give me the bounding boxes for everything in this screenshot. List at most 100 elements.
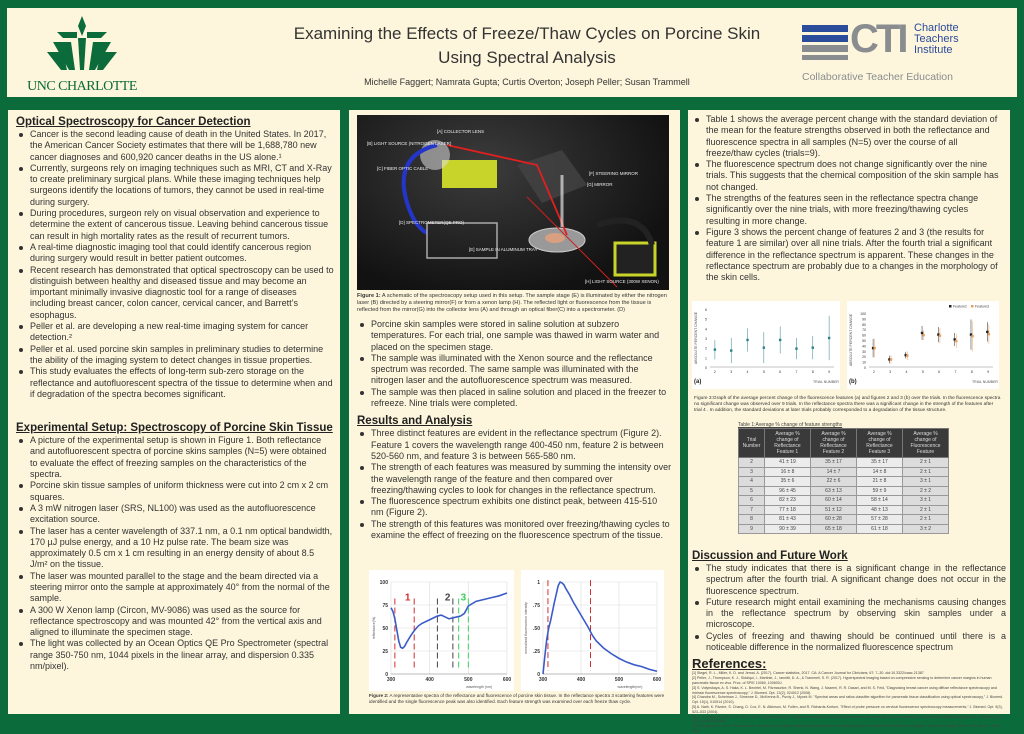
data-point bbox=[795, 347, 798, 350]
data-point bbox=[971, 335, 974, 338]
table-row: 6 82 ± 23 60 ± 14 58 ± 14 3 ± 1 bbox=[738, 495, 949, 506]
cti-tagline: Collaborative Teacher Education bbox=[802, 71, 953, 83]
discussion-section: Discussion and Future Work The study ind… bbox=[692, 550, 1006, 734]
feature-label: 3 bbox=[461, 592, 467, 603]
y-tick-label: 2 bbox=[705, 347, 707, 351]
figure2-caption-text: A representative spectra of the reflecta… bbox=[369, 693, 665, 704]
table-header: Average % change of Reflectance Feature … bbox=[856, 428, 903, 458]
bullet: Cycles of freezing and thawing should be… bbox=[692, 631, 1006, 654]
series-line-reflectance bbox=[390, 592, 508, 650]
bullet: The light was collected by an Ocean Opti… bbox=[16, 638, 334, 672]
bullet: The fluorescence spectrum exhibits one d… bbox=[357, 496, 672, 519]
feature-label: 1 bbox=[405, 592, 411, 603]
bullet: Peller et al. are developing a new real-… bbox=[16, 321, 334, 344]
table-cell: 9 bbox=[738, 523, 765, 534]
unc-logo-text: UNC CHARLOTTE bbox=[27, 79, 137, 94]
bullet: A 3 mW nitrogen laser (SRS, NL100) was u… bbox=[16, 503, 334, 526]
y-axis-label: normalized fluorescence intensity bbox=[524, 602, 528, 654]
data-point bbox=[827, 336, 831, 340]
figure1-label: [B] LIGHT SOURCE (NITROGEN LASER) bbox=[367, 141, 452, 146]
bullet: The laser has a center wavelength of 337… bbox=[16, 526, 334, 571]
feature-label: 2 bbox=[445, 592, 451, 603]
data-point bbox=[920, 331, 924, 335]
cti-name-line: Teachers bbox=[914, 33, 959, 45]
reference-item: [4] Chandra M., Scheiman J., Simeone D.,… bbox=[692, 695, 1004, 705]
section-heading-optical: Optical Spectroscopy for Cancer Detectio… bbox=[16, 116, 251, 128]
table-cell: 81 ± 43 bbox=[764, 514, 811, 525]
table-cell: 14 ± 8 bbox=[856, 466, 903, 477]
unc-crown-icon bbox=[47, 16, 117, 70]
table-cell: 3 bbox=[738, 466, 765, 477]
table-cell: 21 ± 8 bbox=[856, 476, 903, 487]
y-tick-label: 90 bbox=[862, 317, 866, 321]
table-cell: 2 ± 1 bbox=[902, 457, 949, 468]
table-cell: 65 ± 18 bbox=[810, 523, 857, 534]
y-tick-label: 50 bbox=[382, 626, 388, 632]
x-tick-label: 5 bbox=[763, 370, 765, 374]
figure1-caption-label: Figure 1: bbox=[357, 293, 381, 299]
table-header: Average % change of Reflectance Feature … bbox=[810, 428, 857, 458]
bullet: Peller et al. used porcine skin samples … bbox=[16, 344, 334, 367]
bullet: A picture of the experimental setup is s… bbox=[16, 435, 334, 480]
panel-a-label: (a) bbox=[694, 379, 702, 385]
data-point bbox=[762, 346, 766, 349]
table1-title: Table 1:Average % change of feature stre… bbox=[738, 422, 843, 428]
x-tick-label: 4 bbox=[747, 370, 749, 374]
legend-swatch bbox=[949, 305, 952, 308]
x-tick-label: 400 bbox=[577, 677, 586, 683]
table-cell: 57 ± 28 bbox=[856, 514, 903, 525]
y-tick-label: .75 bbox=[533, 603, 540, 609]
poster-header: UNC CHARLOTTE Examining the Effects of F… bbox=[7, 8, 1017, 97]
table-cell: 63 ± 13 bbox=[810, 485, 857, 496]
bullet: Currently, surgeons rely on imaging tech… bbox=[16, 163, 334, 208]
data-point bbox=[937, 333, 940, 336]
table-cell: 5 bbox=[738, 485, 765, 496]
data-point bbox=[938, 334, 942, 337]
y-tick-label: .50 bbox=[533, 626, 540, 632]
discussion-bullets: The study indicates that there is a sign… bbox=[692, 563, 1006, 653]
unc-logo: UNC CHARLOTTE bbox=[27, 14, 137, 94]
x-tick-label: 5 bbox=[922, 370, 924, 374]
bullet: This study evaluates the effects of long… bbox=[16, 366, 334, 400]
x-tick-label: 300 bbox=[539, 677, 548, 683]
x-tick-label: 500 bbox=[464, 677, 473, 683]
table-row: 7 77 ± 18 51 ± 12 48 ± 13 2 ± 1 bbox=[738, 504, 949, 515]
reference-item: [5] A. Nath, K. Rivoire, S. Chang, D. Co… bbox=[692, 704, 1003, 714]
x-tick-label: 9 bbox=[987, 370, 989, 374]
reference-item: [3] S. Volynskaya, A. S. Haka, K. L. Bec… bbox=[692, 685, 997, 695]
figure3-caption: Figure 3:Graph of the average percent ch… bbox=[694, 396, 1001, 413]
table-cell: 48 ± 13 bbox=[856, 504, 903, 515]
x-tick-label: 600 bbox=[503, 677, 512, 683]
bullet: Three distinct features are evident in t… bbox=[357, 428, 672, 462]
section-heading-results: Results and Analysis bbox=[357, 415, 473, 428]
x-tick-label: 4 bbox=[906, 370, 908, 374]
table-cell: 8 bbox=[738, 514, 765, 525]
cti-logo: CTI Charlotte Teachers Institute Collabo… bbox=[802, 17, 1002, 91]
table-cell: 35 ± 6 bbox=[764, 476, 811, 487]
bullet: A 300 W Xenon lamp (Circon, MV-9086) was… bbox=[16, 605, 334, 639]
y-tick-label: 80 bbox=[862, 323, 866, 327]
data-point bbox=[904, 353, 907, 357]
bullet: Table 1 shows the average percent change… bbox=[692, 114, 1004, 159]
cti-abbr: CTI bbox=[850, 17, 908, 61]
bullet: Future research might entail examining t… bbox=[692, 597, 1006, 631]
x-axis-label: wavelength(nm) bbox=[618, 685, 643, 689]
table-cell: 51 ± 12 bbox=[810, 504, 857, 515]
table-cell: 60 ± 28 bbox=[810, 514, 857, 525]
x-tick-label: 8 bbox=[971, 370, 973, 374]
fluorescence-change-chart: 0 1 2 3 4 5 6 2 3 4 5 6 7 8 9 TRIAL NUMBER ABSOLUTE PERC… bbox=[692, 301, 840, 389]
table-cell: 16 ± 8 bbox=[764, 466, 811, 477]
panel-b-label: (b) bbox=[849, 379, 857, 385]
y-tick-label: 0 bbox=[864, 366, 866, 370]
table-cell: 35 ± 17 bbox=[810, 457, 857, 468]
table-cell: 2 ± 1 bbox=[902, 514, 949, 525]
figure1-label: [E] SAMPLE IN ALUMINUM TRAY bbox=[469, 247, 538, 252]
poster-title-line2: Using Spectral Analysis bbox=[438, 48, 616, 67]
data-point bbox=[986, 330, 989, 334]
table-cell: 2 ± 1 bbox=[902, 504, 949, 515]
table-cell: 96 ± 45 bbox=[764, 485, 811, 496]
setup-bullets: A picture of the experimental setup is s… bbox=[16, 435, 334, 672]
legend-label: Feature3 bbox=[975, 305, 989, 309]
x-tick-label: 3 bbox=[889, 370, 891, 374]
